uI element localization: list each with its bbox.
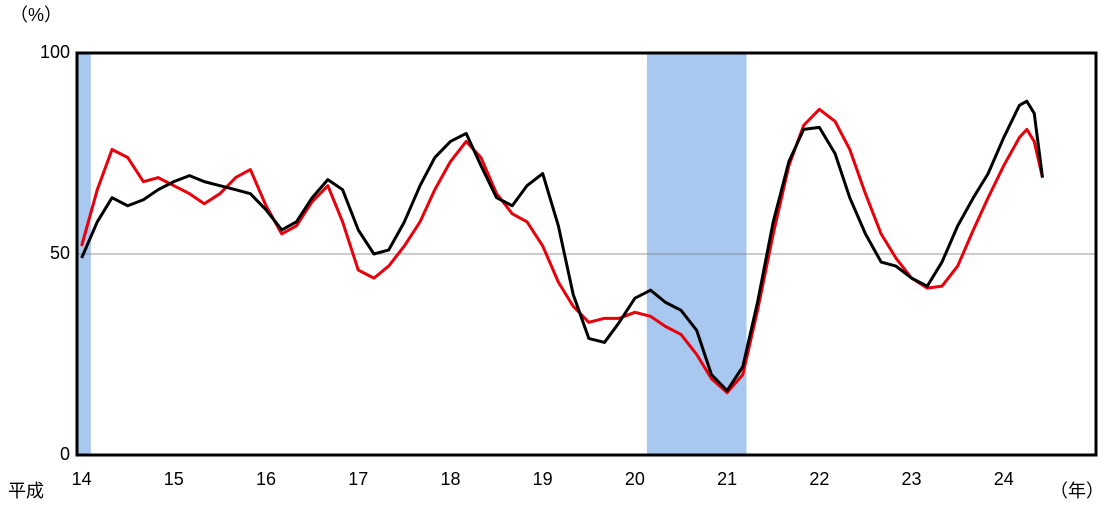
x-tick-label: 21	[717, 469, 737, 489]
x-tick-label: 17	[348, 469, 368, 489]
x-unit-label: （年）	[1050, 481, 1101, 501]
x-tick-label: 15	[164, 469, 184, 489]
y-unit-label: （%）	[10, 5, 62, 25]
x-tick-label: 23	[902, 469, 922, 489]
y-tick-label: 0	[60, 444, 70, 464]
plot-border	[75, 51, 1098, 457]
y-tick-label: 50	[50, 243, 70, 263]
x-tick-label: 22	[809, 469, 829, 489]
y-tick-label: 100	[40, 42, 70, 62]
x-tick-label: 19	[533, 469, 553, 489]
x-tick-label: 14	[72, 469, 92, 489]
x-tick-label: 20	[625, 469, 645, 489]
x-tick-label: 18	[440, 469, 460, 489]
series-line	[80, 107, 1044, 395]
x-tick-label: 16	[256, 469, 276, 489]
x-tick-label: 24	[994, 469, 1014, 489]
x-prefix-label: 平成	[8, 481, 44, 501]
series-line	[80, 99, 1045, 393]
